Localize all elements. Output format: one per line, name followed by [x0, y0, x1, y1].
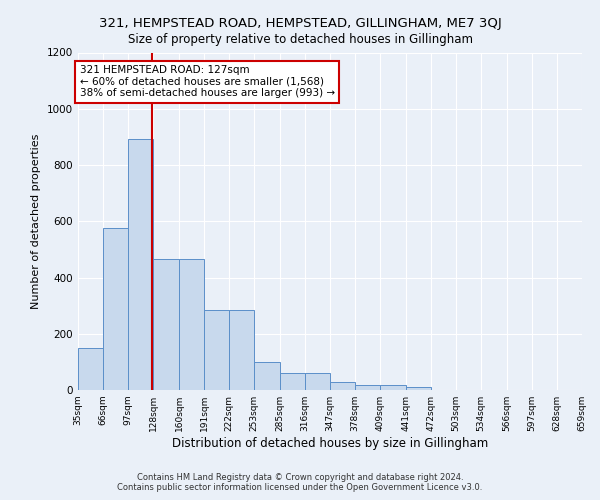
Text: Size of property relative to detached houses in Gillingham: Size of property relative to detached ho… — [128, 32, 473, 46]
Bar — [78, 348, 103, 390]
Text: 321, HEMPSTEAD ROAD, HEMPSTEAD, GILLINGHAM, ME7 3QJ: 321, HEMPSTEAD ROAD, HEMPSTEAD, GILLINGH… — [98, 18, 502, 30]
Bar — [229, 310, 254, 390]
Text: Contains HM Land Registry data © Crown copyright and database right 2024.
Contai: Contains HM Land Registry data © Crown c… — [118, 473, 482, 492]
Bar — [153, 259, 179, 390]
Bar — [380, 385, 406, 390]
Bar — [355, 385, 380, 390]
Bar — [305, 372, 330, 390]
Bar — [128, 139, 153, 390]
Bar — [103, 228, 128, 390]
Bar — [254, 362, 280, 390]
Bar — [204, 310, 229, 390]
Text: 321 HEMPSTEAD ROAD: 127sqm
← 60% of detached houses are smaller (1,568)
38% of s: 321 HEMPSTEAD ROAD: 127sqm ← 60% of deta… — [80, 65, 335, 98]
Y-axis label: Number of detached properties: Number of detached properties — [31, 134, 41, 309]
Bar — [330, 382, 355, 390]
X-axis label: Distribution of detached houses by size in Gillingham: Distribution of detached houses by size … — [172, 437, 488, 450]
Bar — [280, 372, 305, 390]
Bar — [179, 259, 204, 390]
Bar — [406, 387, 431, 390]
